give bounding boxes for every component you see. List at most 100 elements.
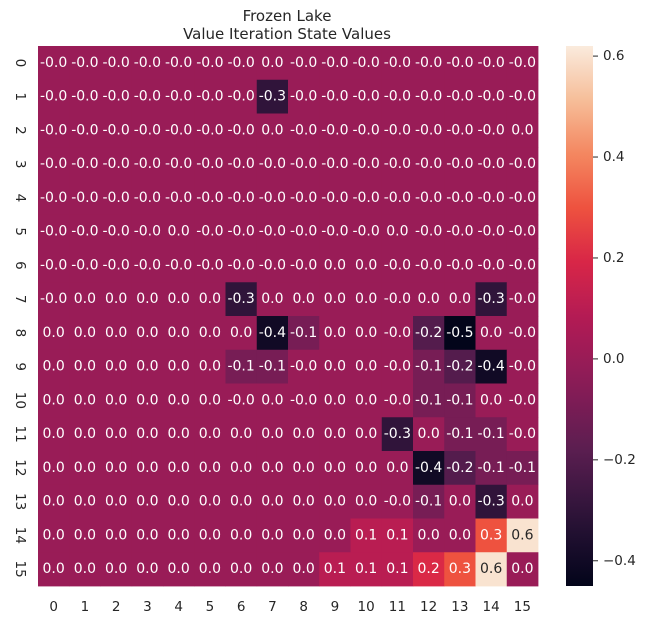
heatmap-cell <box>131 383 164 418</box>
cell-value-label: 0.0 <box>324 325 346 341</box>
cell-value-label: -0.0 <box>134 55 161 71</box>
cell-value-label: -0.0 <box>102 55 129 71</box>
heatmap-cell <box>381 518 414 553</box>
heatmap-cell <box>256 214 289 249</box>
heatmap-cell <box>163 46 195 81</box>
cell-value-label: 0.0 <box>136 527 158 543</box>
heatmap-cell <box>506 282 539 317</box>
heatmap-cell <box>506 518 539 553</box>
y-tick-label: 14 <box>12 527 28 544</box>
cell-value-label: 0.0 <box>105 359 127 375</box>
heatmap-cell <box>69 248 101 283</box>
heatmap-cell <box>506 383 539 418</box>
cell-value-label: -0.0 <box>134 257 161 273</box>
heatmap-cell <box>69 484 101 519</box>
heatmap-cell <box>225 79 258 114</box>
cell-value-label: 0.0 <box>199 359 221 375</box>
cell-value-label: 0.0 <box>199 460 221 476</box>
heatmap-cell <box>100 316 133 351</box>
heatmap-cell <box>194 383 226 418</box>
cell-value-label: -0.0 <box>384 494 411 510</box>
cell-value-label: 0.0 <box>136 460 158 476</box>
heatmap-cell <box>413 113 445 148</box>
cell-value-label: 0.0 <box>511 561 533 577</box>
heatmap-cell <box>288 383 320 418</box>
cell-value-label: 0.0 <box>167 494 189 510</box>
cell-value-label: -0.0 <box>446 257 473 273</box>
x-tick-label: 9 <box>331 599 340 615</box>
y-tick-label: 8 <box>12 329 28 338</box>
y-tick-label: 9 <box>12 362 28 371</box>
cell-value-label: 0.0 <box>261 460 283 476</box>
heatmap-cell <box>506 349 539 384</box>
cell-value-label: -0.0 <box>352 224 379 240</box>
heatmap-cell <box>225 484 258 519</box>
cell-value-label: -0.1 <box>477 426 504 442</box>
cell-value-label: 0.0 <box>136 561 158 577</box>
heatmap-cell <box>413 214 445 249</box>
heatmap-cell <box>38 214 70 249</box>
heatmap-cell <box>69 147 101 182</box>
heatmap-cell <box>288 316 320 351</box>
cell-value-label: -0.0 <box>415 224 442 240</box>
heatmap-cell <box>319 181 351 216</box>
heatmap-cell <box>69 181 101 216</box>
cell-value-label: 0.0 <box>136 392 158 408</box>
cell-value-label: -0.0 <box>415 190 442 206</box>
heatmap-cell <box>131 113 164 148</box>
cell-value-label: -0.3 <box>477 494 504 510</box>
heatmap-cell <box>288 248 320 283</box>
heatmap-cell <box>444 147 476 182</box>
cell-value-label: -0.1 <box>415 392 442 408</box>
cell-value-label: 0.0 <box>105 325 127 341</box>
cell-value-label: -0.1 <box>446 392 473 408</box>
heatmap-cell <box>350 552 383 587</box>
heatmap-cell <box>100 552 133 587</box>
cell-value-label: -0.2 <box>446 359 473 375</box>
heatmap-cell-labels: -0.0 -0.0 -0.0 -0.0 -0.0 -0.0 -0.0 0.0 -0.0 -0.0-… <box>40 55 536 577</box>
heatmap-cell <box>444 484 476 519</box>
cell-value-label: -0.0 <box>196 89 223 105</box>
heatmap-cell <box>100 113 133 148</box>
heatmap-cell <box>194 46 226 81</box>
cell-value-label: 0.0 <box>136 494 158 510</box>
cell-value-label: 0.0 <box>292 494 314 510</box>
cell-value-label: -0.0 <box>509 89 536 105</box>
heatmap-cells <box>38 46 539 587</box>
heatmap-cell <box>100 518 133 553</box>
heatmap-cell <box>256 316 289 351</box>
heatmap-cell <box>100 79 133 114</box>
cell-value-label: -0.0 <box>102 190 129 206</box>
cell-value-label: 0.1 <box>324 561 346 577</box>
heatmap-cell <box>194 282 226 317</box>
heatmap-cell <box>225 316 258 351</box>
cell-value-label: -0.0 <box>40 122 67 138</box>
cell-value-label: -0.0 <box>102 257 129 273</box>
heatmap-cell <box>225 46 258 81</box>
cell-value-label: -0.0 <box>40 55 67 71</box>
heatmap-cell <box>163 518 195 553</box>
heatmap-cell <box>288 79 320 114</box>
heatmap-cell <box>38 248 70 283</box>
x-tick-label: 7 <box>268 599 277 615</box>
heatmap-cell <box>475 282 508 317</box>
heatmap-cell <box>475 552 508 587</box>
heatmap-cell <box>381 181 414 216</box>
cell-value-label: 0.0 <box>74 291 96 307</box>
colorbar-tick-label: 0.4 <box>603 149 624 165</box>
heatmap-cell <box>225 451 258 486</box>
cell-value-label: -0.4 <box>415 460 442 476</box>
cell-value-label: -0.0 <box>196 156 223 172</box>
cell-value-label: -0.0 <box>196 257 223 273</box>
heatmap-cell <box>131 214 164 249</box>
heatmap-cell <box>506 214 539 249</box>
heatmap-cell <box>288 147 320 182</box>
heatmap-cell <box>413 248 445 283</box>
cell-value-label: 0.0 <box>230 494 252 510</box>
heatmap-cell <box>163 181 195 216</box>
heatmap-cell <box>163 79 195 114</box>
cell-value-label: 0.0 <box>74 460 96 476</box>
heatmap-cell <box>38 316 70 351</box>
cell-value-label: 0.0 <box>199 561 221 577</box>
heatmap-cell <box>381 147 414 182</box>
